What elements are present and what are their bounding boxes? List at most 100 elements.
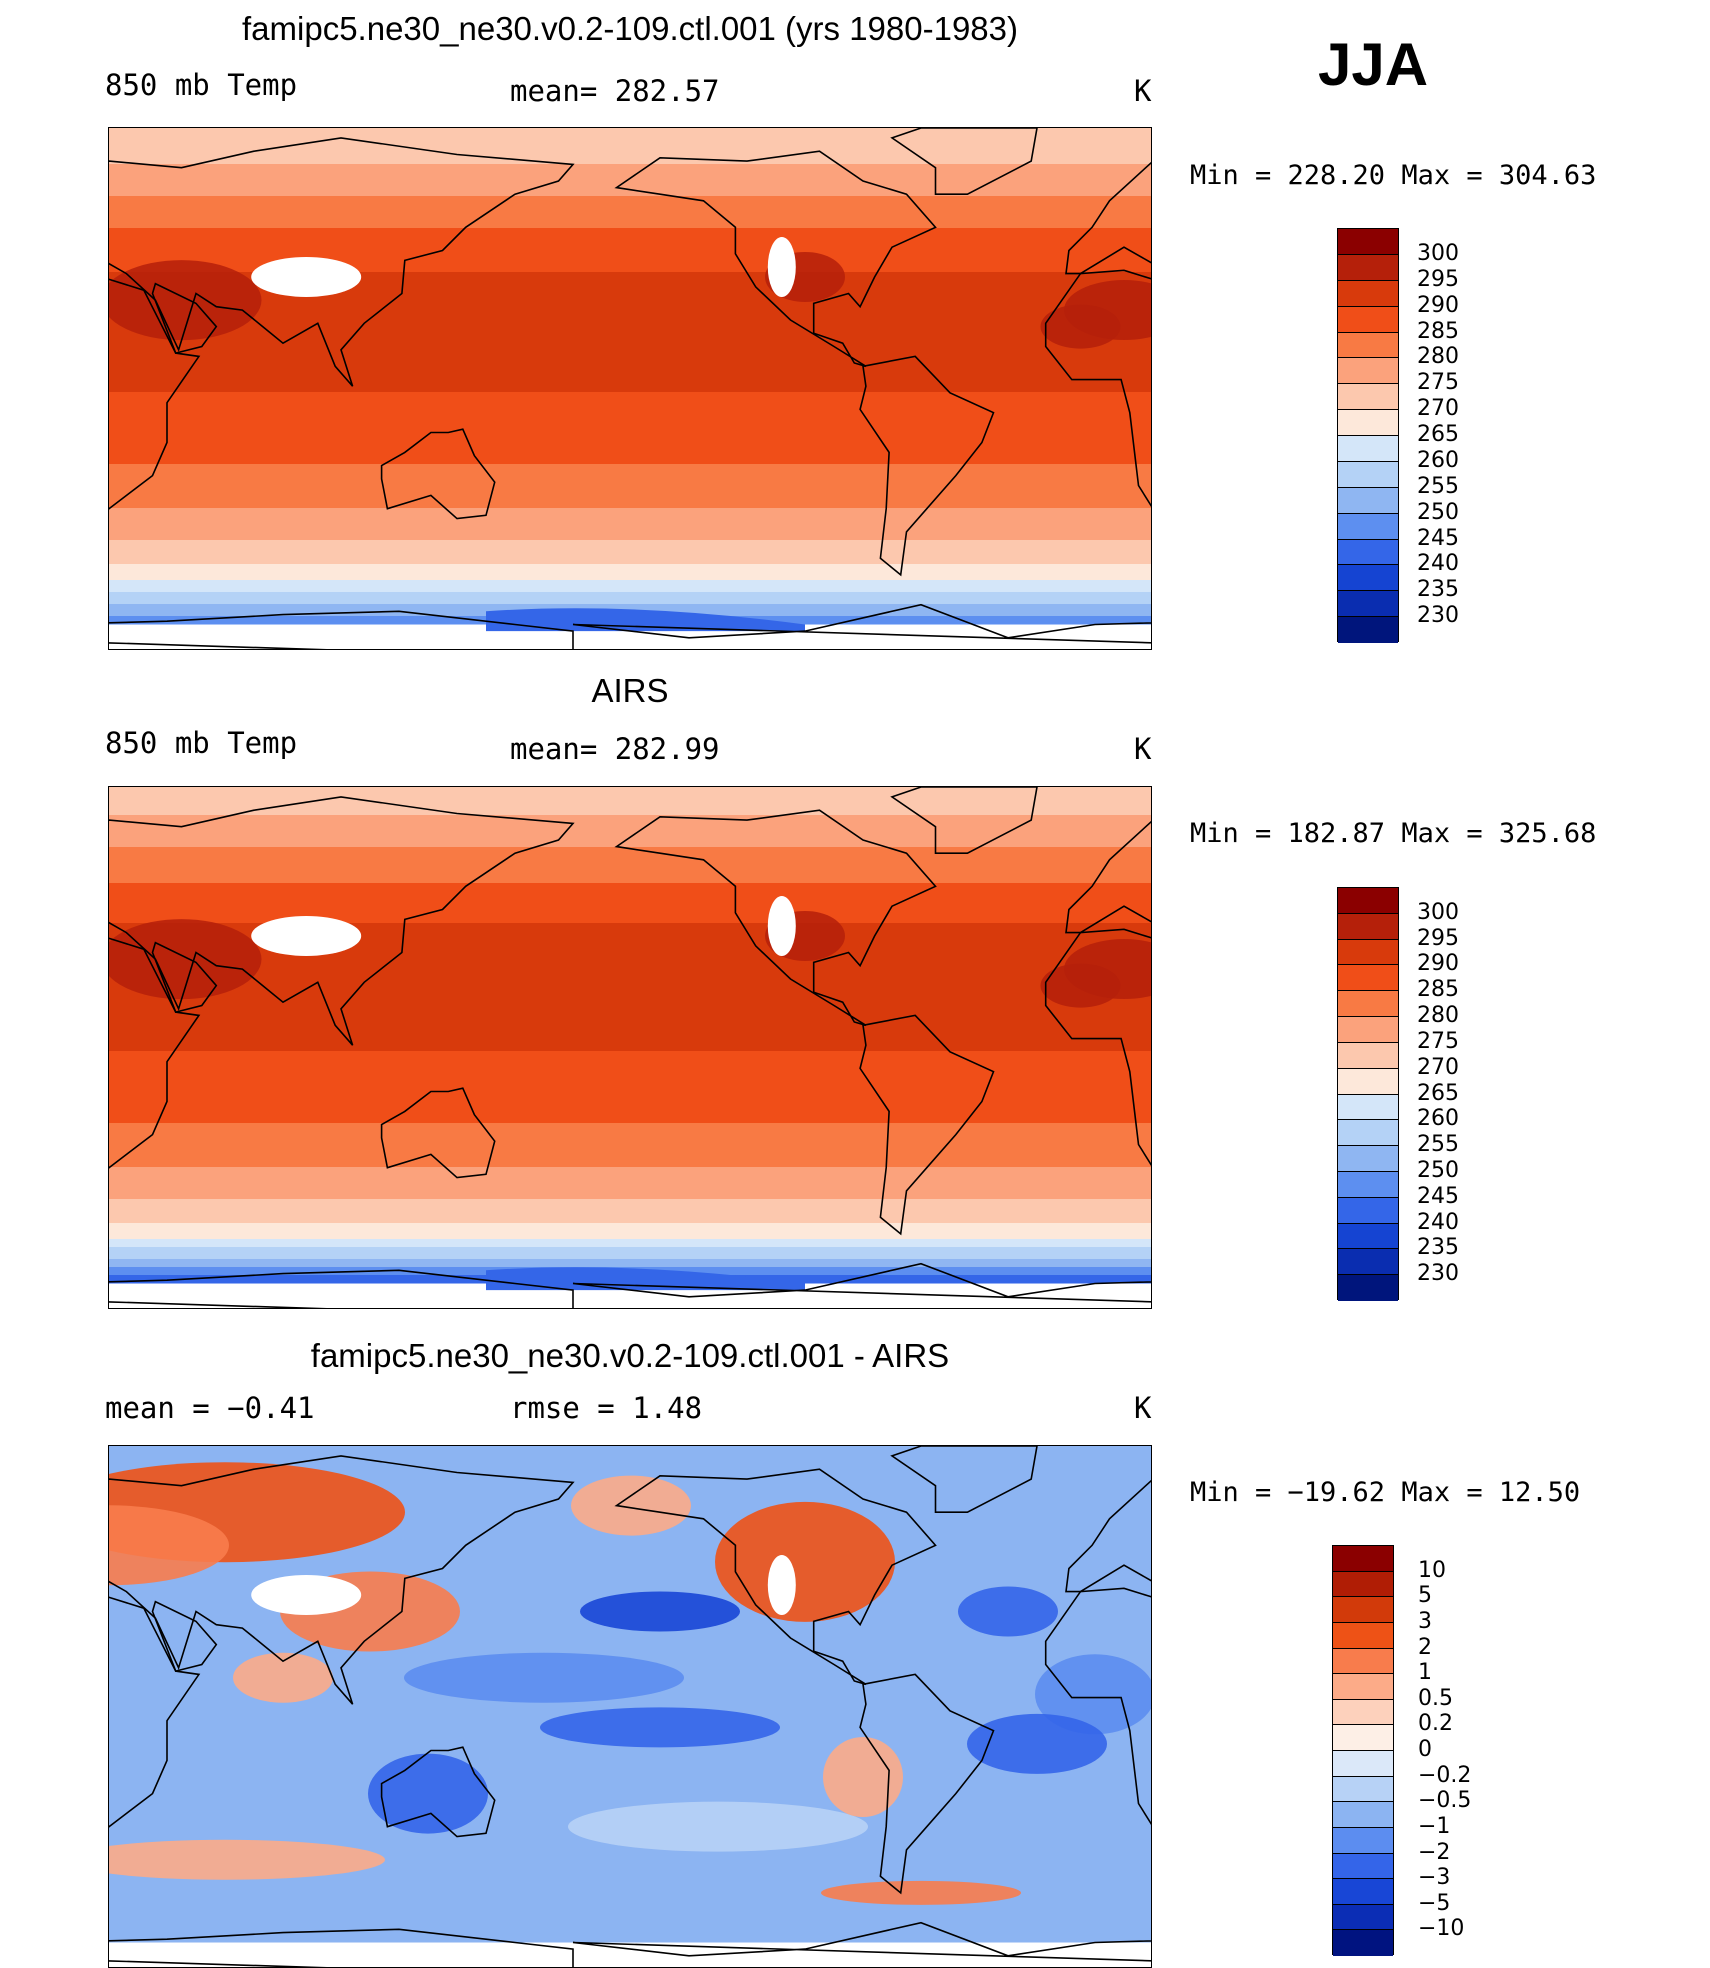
coastline-africa: [1044, 1587, 1151, 1826]
contour-band: [109, 1043, 1151, 1048]
contour-band: [109, 376, 1151, 381]
panel3-units-label: K: [1134, 1391, 1152, 1425]
contour-band: [109, 851, 1151, 856]
panel1-colorbar: [1337, 228, 1399, 643]
contour-band: [109, 204, 1151, 209]
colorbar-tick-label: 295: [1417, 925, 1459, 951]
contour-band: [109, 456, 1151, 461]
contour-band: [109, 604, 1151, 609]
contour-band: [109, 524, 1151, 529]
colorbar-tick-label: 280: [1417, 1003, 1459, 1029]
contour-band: [109, 1067, 1151, 1072]
contour-band: [109, 152, 1151, 157]
contour-band: [109, 1263, 1151, 1268]
contour-band: [109, 224, 1151, 229]
contour-band: [109, 803, 1151, 808]
contour-band: [109, 256, 1151, 261]
colorbar-swatch: [1338, 1120, 1398, 1147]
contour-band: [109, 1107, 1151, 1112]
hot-region: [109, 260, 262, 341]
colorbar-tick-label: 250: [1417, 499, 1459, 525]
contour-band: [109, 1167, 1151, 1172]
colorbar-tick-label: 270: [1417, 396, 1459, 422]
coastline-australia: [380, 428, 496, 520]
coastline-greenland: [890, 787, 1038, 854]
contour-band: [109, 272, 1151, 277]
contour-band: [109, 432, 1151, 437]
anomaly-region: [109, 1505, 229, 1586]
contour-band: [109, 811, 1151, 816]
coastline-antarctica: [572, 1262, 1151, 1303]
contour-band: [109, 1159, 1151, 1164]
contour-band: [109, 887, 1151, 892]
contour-band: [109, 1143, 1151, 1148]
colorbar-tick-label: 235: [1417, 1235, 1459, 1261]
contour-band: [109, 192, 1151, 197]
contour-band: [109, 148, 1151, 153]
contour-band: [109, 236, 1151, 241]
contour-band: [109, 156, 1151, 161]
contour-band: [109, 1211, 1151, 1216]
colorbar-swatch: [1338, 1275, 1398, 1301]
contour-band: [109, 1255, 1151, 1260]
contour-band: [109, 1111, 1151, 1116]
cold-region: [486, 1267, 805, 1291]
contour-band: [109, 556, 1151, 561]
contour-band: [109, 1091, 1151, 1096]
contour-band: [109, 1195, 1151, 1200]
coastline-africa: [1044, 928, 1151, 1167]
anomaly-region: [823, 1737, 903, 1818]
contour-band: [109, 1023, 1151, 1028]
contour-band: [109, 424, 1151, 429]
coastline-antarctica: [109, 1269, 574, 1308]
contour-band: [109, 1047, 1151, 1052]
contour-band: [109, 1219, 1151, 1224]
contour-band: [109, 1187, 1151, 1192]
contour-band: [109, 528, 1151, 533]
colorbar-swatch: [1333, 1674, 1393, 1700]
coastline-greenland: [890, 1446, 1038, 1513]
contour-band: [109, 1099, 1151, 1104]
contour-band: [109, 1015, 1151, 1020]
contour-band: [109, 208, 1151, 213]
contour-band: [109, 1039, 1151, 1044]
contour-band: [109, 520, 1151, 525]
contour-band: [109, 919, 1151, 924]
panel3-map: [108, 1445, 1152, 1968]
contour-band: [109, 1063, 1151, 1068]
contour-band: [109, 212, 1151, 217]
colorbar-swatch: [1338, 384, 1398, 411]
contour-band: [109, 344, 1151, 349]
cold-region: [486, 608, 805, 632]
hot-region: [109, 919, 262, 1000]
contour-band: [109, 584, 1151, 589]
colorbar-swatch: [1333, 1648, 1393, 1675]
contour-band: [109, 875, 1151, 880]
contour-band: [109, 863, 1151, 868]
contour-band: [109, 895, 1151, 900]
contour-band: [109, 544, 1151, 549]
coastline-antarctica: [572, 1921, 1151, 1962]
contour-band: [109, 963, 1151, 968]
colorbar-tick-label: 280: [1417, 344, 1459, 370]
colorbar-swatch: [1333, 1879, 1393, 1905]
contour-band: [109, 1251, 1151, 1256]
contour-band: [109, 548, 1151, 553]
hot-region: [1040, 304, 1121, 349]
contour-band: [109, 596, 1151, 601]
contour-band: [109, 955, 1151, 960]
contour-band: [109, 959, 1151, 964]
contour-band: [109, 907, 1151, 912]
contour-band: [109, 1083, 1151, 1088]
contour-band: [109, 807, 1151, 812]
contour-band: [109, 891, 1151, 896]
contour-band: [109, 987, 1151, 992]
anomaly-region: [580, 1591, 740, 1632]
contour-band: [109, 216, 1151, 221]
colorbar-swatch: [1338, 1249, 1398, 1276]
contour-band: [109, 1075, 1151, 1080]
panel1-title: famipc5.ne30_ne30.v0.2-109.ctl.001 (yrs …: [242, 10, 1018, 47]
colorbar-swatch: [1333, 1571, 1393, 1598]
contour-band: [109, 1191, 1151, 1196]
contour-band: [109, 879, 1151, 884]
